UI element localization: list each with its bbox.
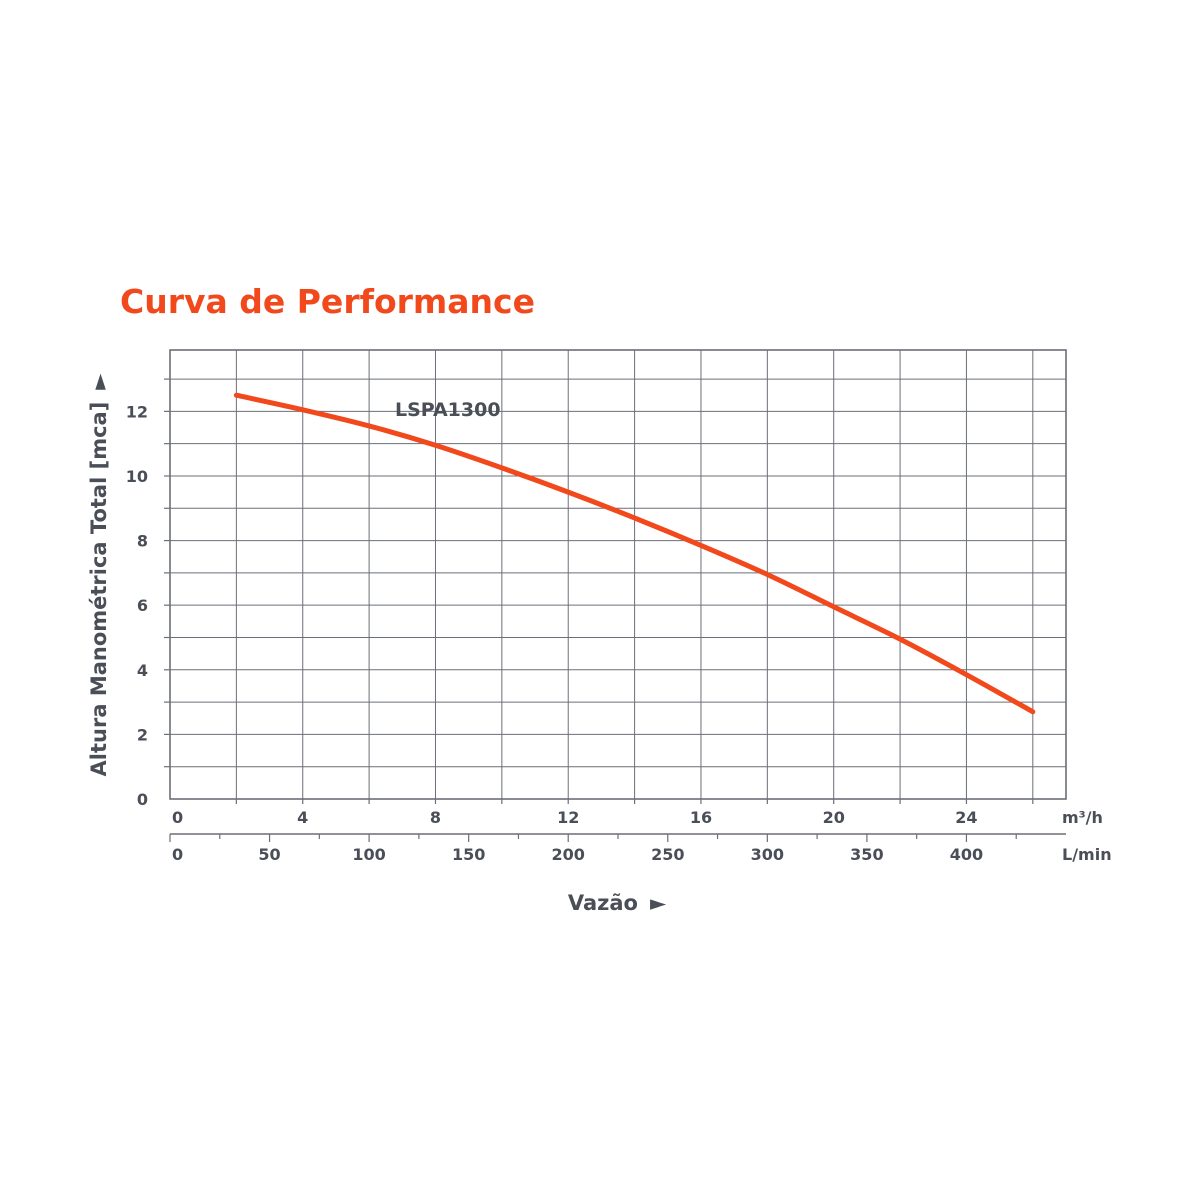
x-tick-label-primary: 8 <box>430 808 441 827</box>
y-tick-label: 12 <box>126 402 148 421</box>
x-tick-label-secondary: 150 <box>452 845 485 864</box>
series-layer <box>233 392 1036 715</box>
x-axis-label-text: Vazão <box>568 891 638 915</box>
y-tick-label: 6 <box>137 596 148 615</box>
y-tick-label: 10 <box>126 467 148 486</box>
y-tick-label: 8 <box>137 532 148 551</box>
x-tick-label-secondary: 300 <box>751 845 784 864</box>
series-label: LSPA1300 <box>395 399 501 421</box>
chart-title: Curva de Performance <box>120 282 535 321</box>
x-axis-label: Vazão ► <box>568 891 667 915</box>
y-tick-label: 0 <box>137 790 148 809</box>
x-tick-label-primary: 4 <box>297 808 308 827</box>
x-tick-label-secondary: 350 <box>850 845 883 864</box>
x-tick-label-secondary: 0 <box>172 845 183 864</box>
y-tick-label: 4 <box>137 661 148 680</box>
x-tick-label-primary: 20 <box>823 808 845 827</box>
x-tick-label-primary: 12 <box>557 808 579 827</box>
series-line-lspa1300 <box>233 392 1036 715</box>
x-unit-primary: m³/h <box>1062 808 1103 827</box>
x-tick-label-secondary: 200 <box>552 845 585 864</box>
y-axis-arrow: ► <box>87 373 111 390</box>
grid <box>170 350 1066 799</box>
x-tick-label-primary: 24 <box>955 808 977 827</box>
plot-frame <box>169 349 1067 800</box>
x-tick-label-primary: 0 <box>172 808 183 827</box>
x-unit-secondary: L/min <box>1062 845 1112 864</box>
x-tick-label-secondary: 400 <box>950 845 983 864</box>
x-tick-label-secondary: 50 <box>258 845 280 864</box>
x-tick-label-secondary: 250 <box>651 845 684 864</box>
x-tick-label-secondary: 100 <box>352 845 385 864</box>
y-tick-label: 2 <box>137 725 148 744</box>
tick-marks <box>164 378 1066 842</box>
x-axis-arrow: ► <box>650 891 667 915</box>
x-tick-label-primary: 16 <box>690 808 712 827</box>
y-axis-label: Altura Manométrica Total [mca] ► <box>87 373 111 777</box>
y-axis-label-text: Altura Manométrica Total [mca] <box>87 402 111 777</box>
